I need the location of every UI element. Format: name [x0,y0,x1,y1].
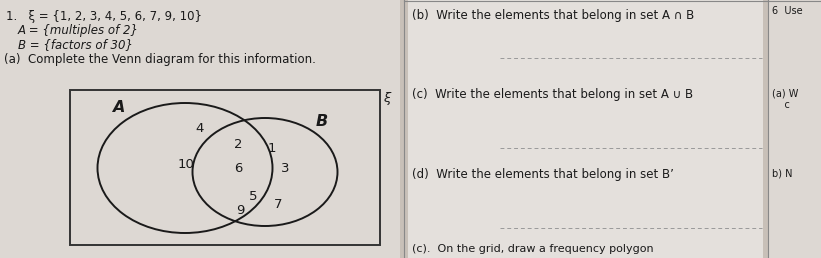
Bar [768,0,821,258]
Text: B = {factors of 30}: B = {factors of 30} [18,38,133,51]
Text: 7: 7 [273,198,282,212]
Text: (a) W: (a) W [772,88,798,98]
Text: 2: 2 [234,139,242,151]
Text: 6: 6 [234,162,242,174]
Text: c: c [772,100,790,110]
Text: (d)  Write the elements that belong in set B’: (d) Write the elements that belong in se… [412,168,674,181]
Bar [408,0,763,258]
Text: A: A [112,101,124,116]
Text: 1.   ξ = {1, 2, 3, 4, 5, 6, 7, 9, 10}: 1. ξ = {1, 2, 3, 4, 5, 6, 7, 9, 10} [6,10,202,23]
Text: 9: 9 [236,204,244,216]
Bar [70,90,380,245]
Bar [0,0,400,258]
Text: 1: 1 [268,141,276,155]
Text: ξ: ξ [383,92,390,105]
Text: (c).  On the grid, draw a frequency polygon: (c). On the grid, draw a frequency polyg… [412,244,654,254]
Text: (c)  Write the elements that belong in set A ∪ B: (c) Write the elements that belong in se… [412,88,693,101]
Text: (a)  Complete the Venn diagram for this information.: (a) Complete the Venn diagram for this i… [4,53,316,66]
Text: 4: 4 [196,122,204,134]
Text: b) N: b) N [772,168,792,178]
Text: (b)  Write the elements that belong in set A ∩ B: (b) Write the elements that belong in se… [412,9,695,22]
Text: 10: 10 [177,158,195,172]
Text: 6  Use: 6 Use [772,6,803,16]
Text: 3: 3 [281,162,289,174]
Text: A = {multiples of 2}: A = {multiples of 2} [18,24,139,37]
Text: B: B [316,115,328,130]
Text: 5: 5 [249,189,257,203]
